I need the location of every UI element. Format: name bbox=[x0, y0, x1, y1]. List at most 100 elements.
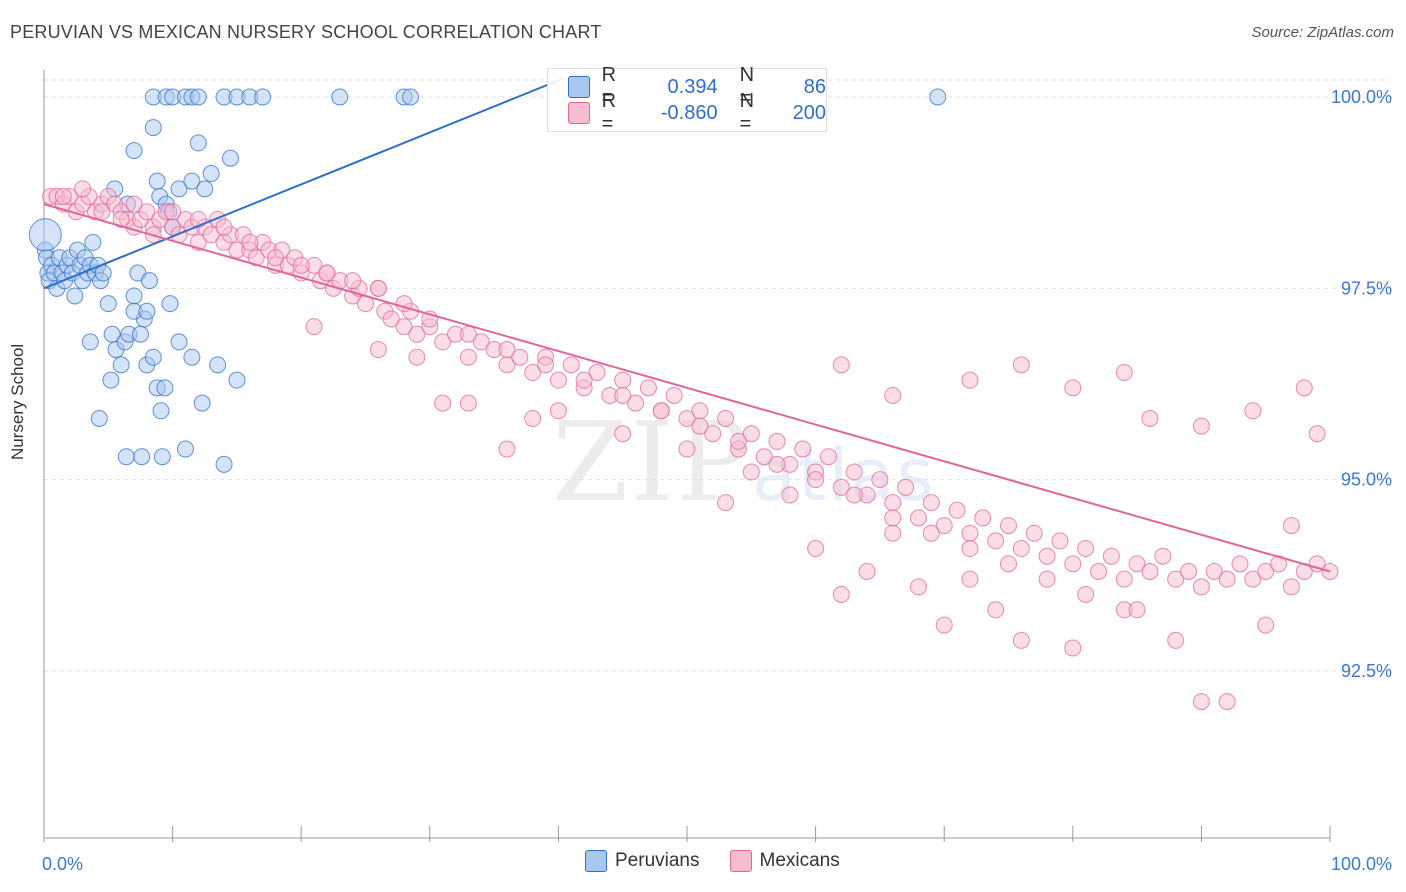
mexicans-point bbox=[1128, 555, 1146, 573]
mexicans-point bbox=[112, 210, 130, 228]
mexicans-point bbox=[884, 494, 902, 512]
mexicans-point bbox=[742, 425, 760, 443]
mexicans-point bbox=[1282, 517, 1300, 535]
mexicans-point bbox=[1154, 547, 1172, 565]
mexicans-point bbox=[717, 494, 735, 512]
peruvians-swatch bbox=[568, 76, 590, 98]
peruvians-point bbox=[221, 149, 239, 167]
mexicans-point bbox=[1180, 563, 1198, 581]
mexicans-swatch bbox=[729, 850, 752, 872]
mexicans-point bbox=[511, 348, 529, 366]
mexicans-point bbox=[1115, 570, 1133, 588]
mexicans-point bbox=[704, 425, 722, 443]
mexicans-point bbox=[54, 187, 72, 205]
peruvians-point bbox=[170, 180, 188, 198]
mexicans-point bbox=[614, 371, 632, 389]
mexicans-point bbox=[498, 440, 516, 458]
source-label: Source: ZipAtlas.com bbox=[1251, 24, 1394, 41]
mexicans-point bbox=[1192, 578, 1210, 596]
mexicans-trend-line bbox=[43, 203, 1331, 573]
mexicans-point bbox=[1115, 364, 1133, 382]
mexicans-point bbox=[807, 471, 825, 489]
peruvians-point bbox=[202, 165, 220, 183]
mexicans-point bbox=[884, 386, 902, 404]
r-value: 0.394 bbox=[667, 75, 718, 98]
n-value: 200 bbox=[792, 101, 827, 124]
y-tick-label: 92.5% bbox=[1341, 661, 1392, 681]
mexicans-point bbox=[768, 432, 786, 450]
peruvians-point bbox=[193, 394, 211, 412]
mexicans-point bbox=[1051, 532, 1069, 550]
mexicans-point bbox=[215, 218, 233, 236]
mexicans-point bbox=[1295, 379, 1313, 397]
peruvians-point bbox=[144, 348, 162, 366]
r-label: R = bbox=[601, 64, 617, 109]
mexicans-point bbox=[742, 463, 760, 481]
peruvians-point bbox=[215, 455, 233, 473]
mexicans-point bbox=[691, 417, 709, 435]
n-label: N = bbox=[739, 90, 755, 135]
peruvians-point bbox=[170, 333, 188, 351]
mexicans-point bbox=[845, 486, 863, 504]
x-tick-label: 100.0% bbox=[1331, 854, 1392, 874]
chart-title: PERUVIAN VS MEXICAN NURSERY SCHOOL CORRE… bbox=[10, 22, 602, 42]
mexicans-point bbox=[434, 394, 452, 412]
mexicans-point bbox=[614, 386, 632, 404]
peruvians-point bbox=[228, 371, 246, 389]
peruvians-point bbox=[183, 348, 201, 366]
mexicans-point bbox=[537, 356, 555, 374]
legend-item-peruvians[interactable]: Peruvians bbox=[585, 850, 700, 872]
peruvians-trend-line bbox=[43, 76, 566, 290]
y-axis-label: Nursery School bbox=[8, 343, 27, 460]
mexicans-point bbox=[164, 203, 182, 221]
mexicans-point bbox=[832, 356, 850, 374]
mexicans-point bbox=[1167, 570, 1185, 588]
mexicans-point bbox=[884, 509, 902, 527]
mexicans-point bbox=[498, 341, 516, 359]
mexicans-point bbox=[948, 501, 966, 519]
mexicans-point bbox=[961, 524, 979, 542]
mexicans-point bbox=[1308, 425, 1326, 443]
mexicans-point bbox=[1205, 563, 1223, 581]
mexicans-point bbox=[1128, 601, 1146, 619]
peruvians-point bbox=[209, 356, 227, 374]
legend-item-mexicans[interactable]: Mexicans bbox=[729, 850, 840, 872]
peruvians-point bbox=[66, 287, 84, 305]
mexicans-point bbox=[292, 256, 310, 274]
mexicans-point bbox=[1077, 585, 1095, 603]
y-tick-label: 100.0% bbox=[1331, 87, 1392, 107]
mexicans-point bbox=[884, 524, 902, 542]
mexicans-point bbox=[562, 356, 580, 374]
mexicans-point bbox=[768, 455, 786, 473]
mexicans-point bbox=[987, 601, 1005, 619]
series-legend: Peruvians Mexicans bbox=[585, 850, 840, 872]
mexicans-point bbox=[1064, 555, 1082, 573]
mexicans-point bbox=[1141, 409, 1159, 427]
n-label: N = bbox=[739, 64, 755, 109]
mexicans-point bbox=[652, 402, 670, 420]
grid-layer bbox=[44, 79, 1390, 672]
peruvians-point bbox=[148, 172, 166, 190]
peruvians-point bbox=[125, 287, 143, 305]
mexicans-point bbox=[807, 540, 825, 558]
mexicans-point bbox=[858, 563, 876, 581]
mexicans-point bbox=[344, 272, 362, 290]
peruvians-point bbox=[156, 379, 174, 397]
mexicans-point bbox=[241, 233, 259, 251]
mexicans-point bbox=[1077, 540, 1095, 558]
trend-layer bbox=[43, 76, 1331, 573]
mexicans-point bbox=[935, 616, 953, 634]
mexicans-point bbox=[909, 509, 927, 527]
legend-label: Mexicans bbox=[759, 850, 840, 871]
mexicans-point bbox=[614, 425, 632, 443]
mexicans-point bbox=[832, 478, 850, 496]
mexicans-point bbox=[1218, 693, 1236, 711]
peruvians-point bbox=[90, 409, 108, 427]
peruvians-point bbox=[125, 142, 143, 160]
mexicans-point bbox=[318, 264, 336, 282]
mexicans-point bbox=[781, 486, 799, 504]
mexicans-point bbox=[678, 409, 696, 427]
mexicans-point bbox=[755, 448, 773, 466]
peruvians-point bbox=[112, 356, 130, 374]
